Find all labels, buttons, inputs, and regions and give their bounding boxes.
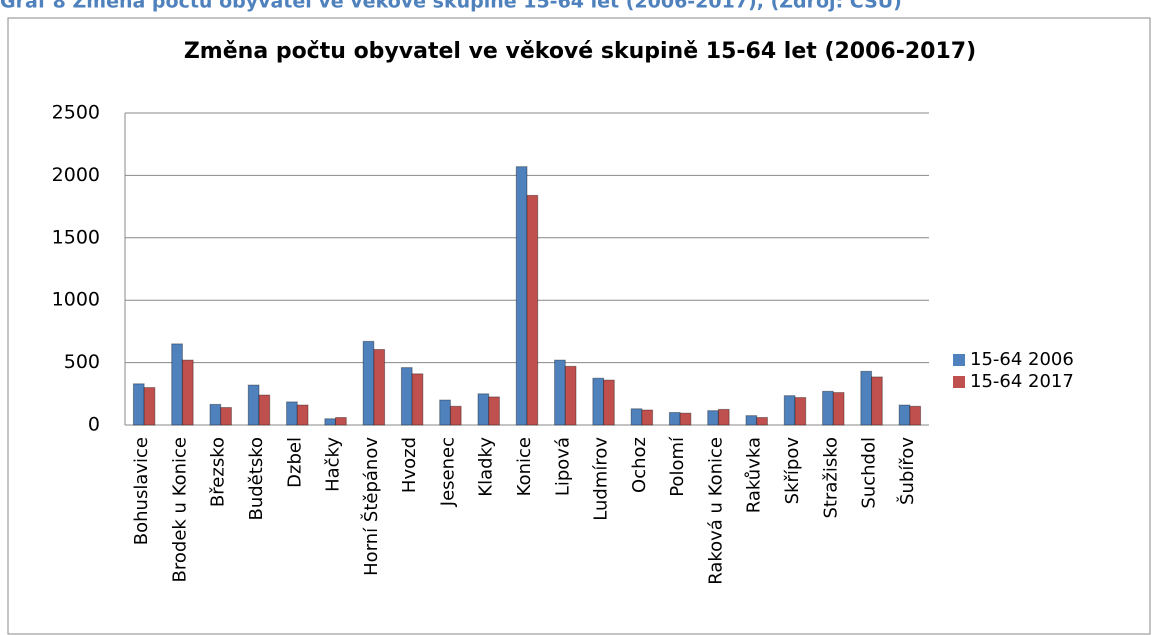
y-tick-label: 500: [64, 351, 100, 373]
bar: [832, 392, 845, 426]
y-tick-label: 2500: [52, 102, 100, 124]
x-tick-label: Konice: [514, 437, 535, 496]
legend-label: 15-64 2006: [970, 349, 1074, 370]
x-tick-label: Raková u Konice: [705, 437, 726, 585]
x-tick-label: Brodek u Konice: [169, 437, 190, 582]
bar: [171, 343, 183, 426]
bar: [515, 166, 528, 426]
x-tick-label: Horní Štěpánov: [360, 437, 382, 576]
bar: [707, 410, 719, 426]
x-tick-label: Březsko: [208, 437, 229, 507]
bar: [898, 404, 911, 426]
y-tick-label: 0: [88, 414, 100, 436]
bar: [756, 417, 768, 426]
bar: [603, 379, 615, 426]
x-tick-label: Rakůvka: [744, 437, 765, 513]
bar: [783, 395, 796, 426]
bar: [592, 377, 605, 426]
legend-swatch: [953, 376, 965, 388]
bar: [324, 418, 337, 426]
bar: [286, 401, 298, 426]
bar: [400, 367, 413, 426]
bar: [220, 407, 232, 426]
bar: [526, 194, 539, 426]
x-tick-label: Bohuslavice: [131, 437, 152, 545]
bar: [411, 373, 424, 426]
bar: [630, 408, 643, 426]
bar: [373, 348, 386, 426]
bar: [335, 417, 347, 426]
x-tick-label: Lipová: [552, 437, 573, 496]
x-tick-label: Ochoz: [629, 437, 650, 493]
bar: [449, 405, 462, 426]
bar: [554, 359, 566, 426]
x-tick-label: Polomí: [667, 436, 688, 497]
bar: [209, 403, 222, 426]
x-tick-label: Jesenec: [437, 437, 458, 507]
bar: [668, 412, 681, 426]
bar: [296, 404, 309, 426]
x-tick-label: Hvozd: [399, 437, 420, 493]
x-tick-label: Budětsko: [246, 437, 267, 521]
bar: [909, 405, 922, 426]
caption: Graf 8 Změna počtu obyvatel ve věkové sk…: [0, 0, 902, 13]
bar: [717, 408, 730, 426]
chart-title: Změna počtu obyvatel ve věkové skupině 1…: [184, 39, 976, 64]
bar: [860, 370, 873, 426]
y-tick-label: 1000: [52, 289, 100, 311]
bar: [745, 415, 758, 426]
x-tick-label: Stražisko: [820, 437, 841, 519]
x-tick-label: Ludmírov: [591, 437, 612, 521]
x-tick-label: Skřípov: [782, 437, 803, 505]
x-tick-label: Šubířov: [896, 437, 918, 505]
bar: [641, 409, 654, 426]
bar: [564, 365, 577, 426]
bar: [794, 397, 807, 426]
x-tick-label: Dzbel: [284, 437, 305, 488]
legend-swatch: [953, 354, 965, 366]
chart-frame: [7, 17, 1151, 635]
bar: [132, 383, 145, 426]
bar: [477, 393, 490, 426]
bar: [871, 376, 883, 426]
bar: [822, 390, 834, 426]
bar: [439, 399, 451, 426]
bar: [679, 412, 692, 426]
bar: [362, 340, 375, 426]
bar: [258, 394, 271, 426]
bar: [181, 359, 194, 426]
x-tick-label: Hačky: [323, 437, 344, 492]
bar: [247, 384, 260, 426]
bar: [143, 387, 156, 426]
x-tick-label: Kladky: [476, 437, 497, 497]
x-tick-label: Suchdol: [859, 437, 880, 509]
bar: [488, 396, 500, 426]
legend-label: 15-64 2017: [970, 371, 1074, 392]
y-tick-label: 2000: [52, 164, 100, 186]
y-tick-label: 1500: [52, 226, 100, 248]
